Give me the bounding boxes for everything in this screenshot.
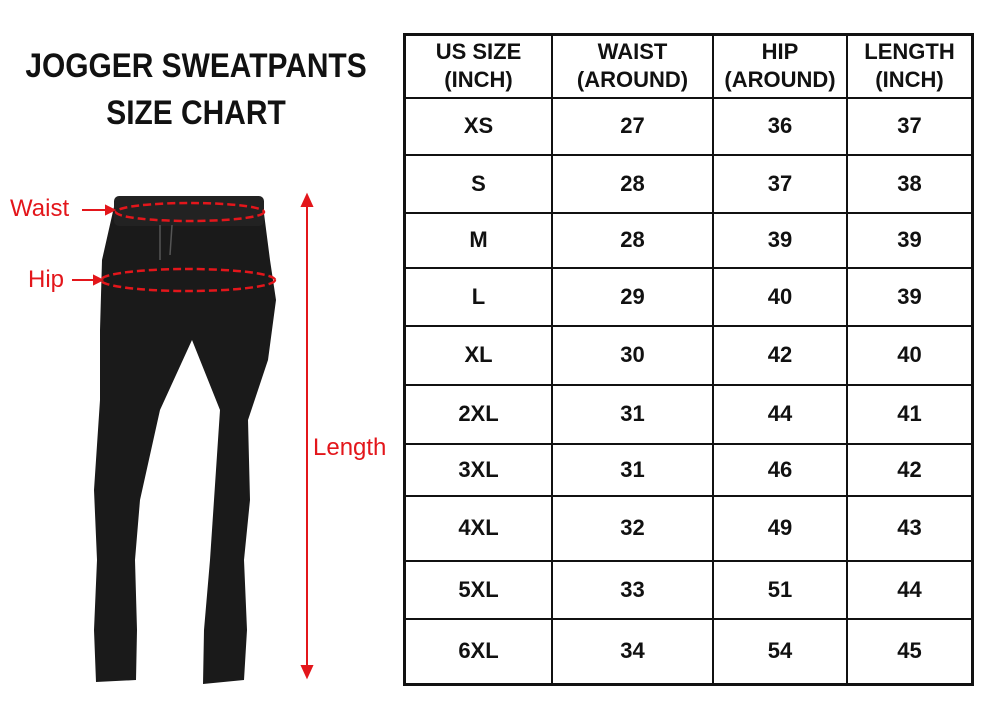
hip-cell: 49 — [712, 494, 848, 562]
size-cell: 5XL — [403, 559, 553, 620]
hip-cell: 42 — [712, 324, 848, 386]
hip-cell: 36 — [712, 96, 848, 156]
size-cell: M — [403, 211, 553, 269]
table-row: 4XL 32 49 43 — [403, 494, 974, 562]
table-row: 3XL 31 46 42 — [403, 442, 974, 497]
header-text: LENGTH — [864, 39, 955, 65]
length-cell: 44 — [846, 559, 974, 620]
waist-cell: 30 — [551, 324, 714, 386]
size-cell: 3XL — [403, 442, 553, 497]
waist-cell: 29 — [551, 266, 714, 327]
waist-cell: 28 — [551, 153, 714, 214]
length-cell: 39 — [846, 266, 974, 327]
chart-title-line2: SIZE CHART — [106, 94, 286, 132]
length-cell: 39 — [846, 211, 974, 269]
length-cell: 42 — [846, 442, 974, 497]
pants-illustration — [72, 192, 314, 684]
waist-cell: 32 — [551, 494, 714, 562]
table-row: XL 30 42 40 — [403, 324, 974, 386]
waist-cell: 31 — [551, 383, 714, 445]
table-row: 6XL 34 54 45 — [403, 617, 974, 686]
size-cell: L — [403, 266, 553, 327]
waist-cell: 28 — [551, 211, 714, 269]
header-text: HIP — [761, 39, 799, 65]
length-cell: 43 — [846, 494, 974, 562]
table-row: XS 27 36 37 — [403, 96, 974, 156]
length-label: Length — [313, 434, 387, 461]
hip-cell: 44 — [712, 383, 848, 445]
waist-arrow-icon — [82, 204, 117, 216]
waist-marker — [114, 201, 266, 223]
length-cell: 41 — [846, 383, 974, 445]
length-arrow-icon — [300, 192, 314, 680]
size-cell: XL — [403, 324, 553, 386]
table-row: S 28 37 38 — [403, 153, 974, 214]
waist-cell: 34 — [551, 617, 714, 686]
header-hip: HIP (AROUND) — [712, 33, 848, 99]
hip-cell: 54 — [712, 617, 848, 686]
hip-cell: 40 — [712, 266, 848, 327]
header-unit: (INCH) — [444, 67, 513, 93]
hip-arrow-icon — [72, 274, 105, 286]
hip-label: Hip — [28, 266, 65, 293]
pants-icon — [94, 196, 276, 684]
length-cell: 37 — [846, 96, 974, 156]
table-row: L 29 40 39 — [403, 266, 974, 327]
header-unit: (AROUND) — [724, 67, 836, 93]
size-cell: XS — [403, 96, 553, 156]
hip-cell: 37 — [712, 153, 848, 214]
table-row: 5XL 33 51 44 — [403, 559, 974, 620]
hip-cell: 39 — [712, 211, 848, 269]
header-length: LENGTH (INCH) — [846, 33, 974, 99]
header-waist: WAIST (AROUND) — [551, 33, 714, 99]
header-us-size: US SIZE (INCH) — [403, 33, 553, 99]
size-cell: 2XL — [403, 383, 553, 445]
header-text: WAIST — [597, 39, 668, 65]
size-cell: S — [403, 153, 553, 214]
size-cell: 6XL — [403, 617, 553, 686]
table-header-row: US SIZE (INCH) WAIST (AROUND) HIP (AROUND) … — [403, 33, 974, 99]
header-text: US SIZE — [435, 39, 522, 65]
hip-marker — [99, 267, 277, 293]
waist-label: Waist — [10, 195, 70, 222]
header-unit: (AROUND) — [576, 67, 689, 93]
header-unit: (INCH) — [875, 67, 944, 93]
waist-cell: 33 — [551, 559, 714, 620]
waist-cell: 31 — [551, 442, 714, 497]
length-cell: 38 — [846, 153, 974, 214]
length-cell: 40 — [846, 324, 974, 386]
chart-title-line1: JOGGER SWEATPANTS — [25, 47, 367, 85]
hip-cell: 46 — [712, 442, 848, 497]
length-cell: 45 — [846, 617, 974, 686]
size-cell: 4XL — [403, 494, 553, 562]
table-row: 2XL 31 44 41 — [403, 383, 974, 445]
waist-cell: 27 — [551, 96, 714, 156]
table-row: M 28 39 39 — [403, 211, 974, 269]
hip-cell: 51 — [712, 559, 848, 620]
size-table: US SIZE (INCH) WAIST (AROUND) HIP (AROUND) … — [403, 33, 974, 686]
